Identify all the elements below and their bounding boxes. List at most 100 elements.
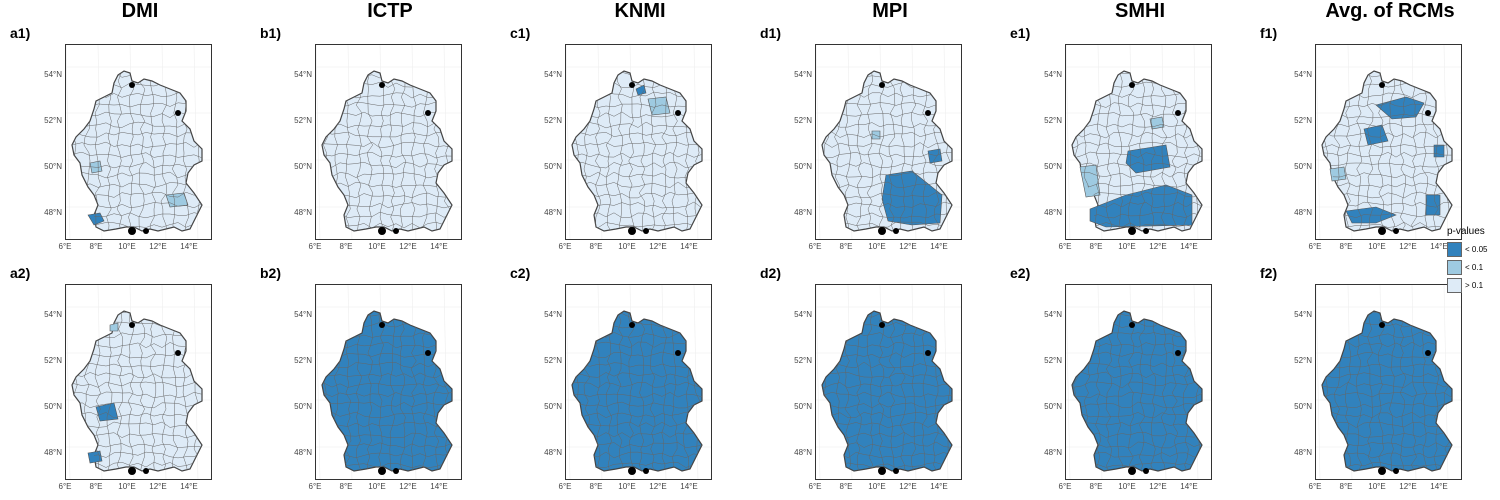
panel-label: c1) — [510, 25, 531, 41]
city-marker — [425, 110, 431, 116]
panel-label: e1) — [1010, 25, 1031, 41]
city-marker — [675, 350, 681, 356]
x-tick-label: 14°E — [1180, 482, 1198, 491]
y-tick-label: 52°N — [544, 116, 562, 125]
y-tick-label: 52°N — [44, 356, 62, 365]
x-tick-label: 6°E — [1308, 482, 1322, 491]
germany-map — [316, 285, 461, 479]
x-tick-label: 8°E — [589, 482, 603, 491]
germany-map — [816, 285, 961, 479]
district-line — [322, 391, 452, 397]
grid-line — [1316, 285, 1321, 479]
y-tick-label: 52°N — [1294, 116, 1312, 125]
x-tick-label: 14°E — [930, 482, 948, 491]
city-marker — [1393, 468, 1399, 474]
city-marker — [129, 82, 135, 88]
map-panel — [815, 44, 962, 240]
x-tick-label: 6°E — [1058, 482, 1072, 491]
district-line — [72, 72, 202, 78]
x-tick-label: 6°E — [558, 242, 572, 251]
district-line — [572, 72, 702, 78]
district-line — [1116, 311, 1124, 471]
x-tick-label: 6°E — [308, 482, 322, 491]
x-tick-label: 6°E — [1308, 242, 1322, 251]
district-line — [1322, 372, 1452, 378]
district-line — [1138, 311, 1146, 471]
district-line — [72, 171, 202, 179]
district-line — [1127, 71, 1135, 231]
district-line — [1072, 151, 1202, 159]
city-marker — [878, 467, 886, 475]
y-tick-label: 50°N — [1044, 402, 1062, 411]
district-line — [1322, 392, 1452, 398]
district-line — [1160, 71, 1168, 231]
y-tick-label: 54°N — [794, 310, 812, 319]
district-line — [866, 71, 873, 231]
district-line — [899, 311, 907, 471]
city-marker — [393, 468, 399, 474]
city-marker — [1143, 468, 1149, 474]
model-title: SMHI — [1115, 0, 1165, 22]
district-line — [888, 71, 896, 231]
district-line — [1160, 311, 1168, 471]
x-tick-label: 10°E — [868, 482, 886, 491]
country-outline — [71, 70, 203, 232]
district-line — [1322, 161, 1452, 168]
y-tick-label: 52°N — [44, 116, 62, 125]
map-panel — [1315, 44, 1462, 240]
district-line — [411, 71, 417, 231]
y-tick-label: 52°N — [294, 116, 312, 125]
grid-line — [1316, 45, 1321, 239]
model-title: KNMI — [614, 0, 666, 22]
district-line — [72, 151, 202, 159]
city-marker — [379, 82, 385, 88]
district-line — [1411, 71, 1418, 231]
district-line — [822, 162, 952, 168]
x-tick-label: 6°E — [1058, 242, 1072, 251]
y-tick-label: 48°N — [1294, 448, 1312, 457]
y-tick-label: 48°N — [1294, 208, 1312, 217]
germany-map — [66, 45, 211, 239]
district-line — [322, 161, 452, 168]
district-line — [150, 311, 157, 471]
y-tick-label: 54°N — [294, 310, 312, 319]
city-marker — [1425, 110, 1431, 116]
map-panel — [65, 284, 212, 480]
country-outline — [1321, 310, 1453, 472]
y-tick-label: 52°N — [794, 356, 812, 365]
y-tick-label: 54°N — [794, 70, 812, 79]
district-line — [1150, 311, 1156, 471]
district-line — [1072, 412, 1202, 419]
district-line — [822, 142, 952, 149]
y-tick-label: 48°N — [44, 208, 62, 217]
district-line — [1378, 71, 1385, 231]
district-line — [72, 162, 202, 169]
district-line — [1322, 381, 1452, 389]
district-line — [322, 152, 452, 159]
panel-label: e2) — [1010, 265, 1031, 281]
city-marker — [1129, 82, 1135, 88]
grid-line — [816, 45, 821, 239]
y-tick-label: 48°N — [1044, 448, 1062, 457]
district-line — [1072, 161, 1202, 168]
district-line — [72, 311, 202, 319]
district-line — [911, 71, 917, 231]
district-line — [572, 401, 702, 409]
legend: p-values < 0.05 < 0.1 > 0.1 — [1447, 226, 1487, 294]
y-tick-label: 52°N — [1294, 356, 1312, 365]
district-line — [410, 311, 418, 471]
significant-region — [1079, 164, 1101, 198]
x-tick-label: 6°E — [808, 242, 822, 251]
district-line — [1322, 131, 1452, 139]
y-tick-label: 54°N — [44, 70, 62, 79]
grid-line — [1066, 285, 1071, 479]
district-line — [572, 141, 702, 147]
district-line — [572, 392, 702, 398]
x-tick-label: 8°E — [1089, 242, 1103, 251]
city-marker — [378, 467, 386, 475]
city-marker — [925, 350, 931, 356]
significant-region — [1329, 166, 1347, 182]
city-marker — [1393, 228, 1399, 234]
x-tick-label: 6°E — [58, 242, 72, 251]
country-outline — [71, 310, 203, 472]
